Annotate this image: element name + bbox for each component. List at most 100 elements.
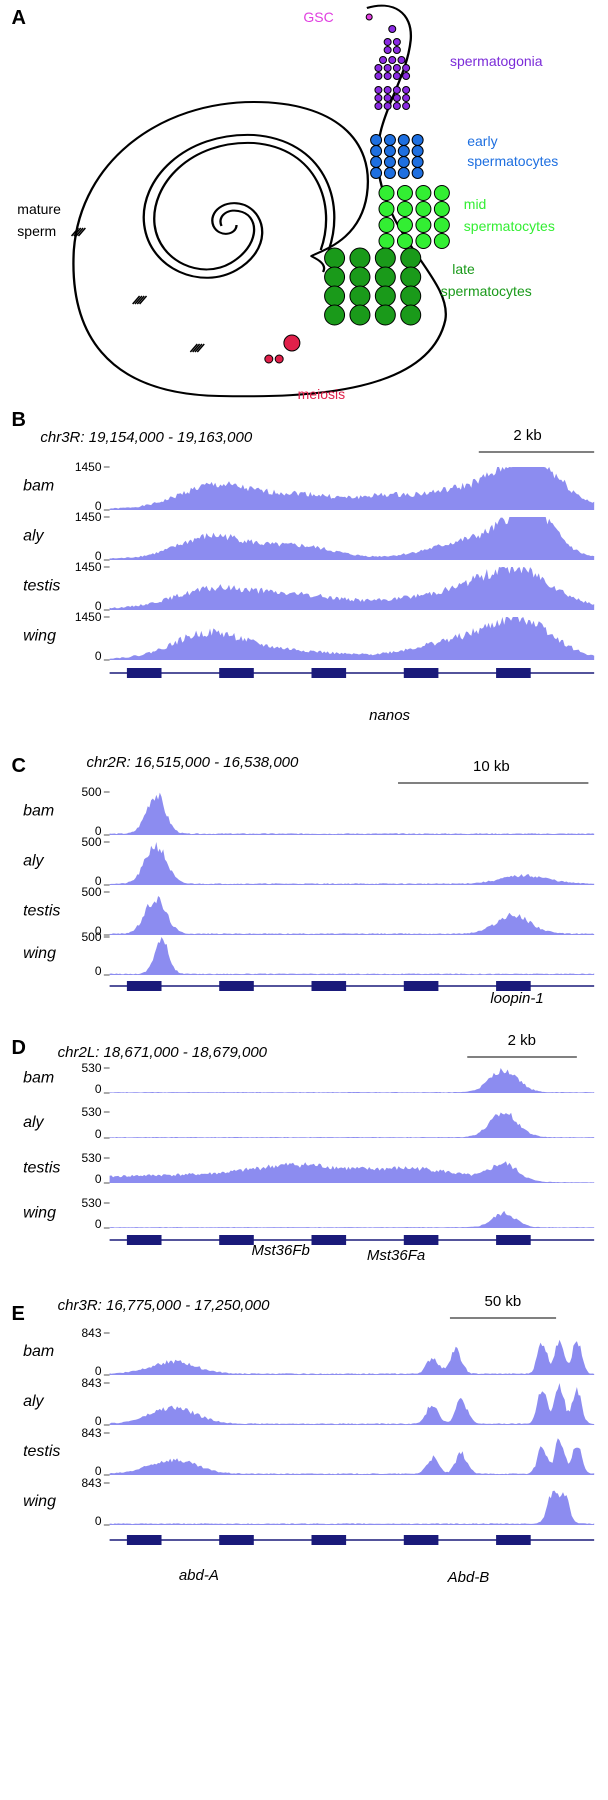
y-tick-label: 530 (81, 1105, 101, 1119)
cell (411, 134, 424, 146)
cell (324, 285, 346, 307)
gene-name: nanos (369, 707, 410, 724)
track-name: aly (23, 853, 44, 870)
cell (397, 56, 406, 64)
coverage (109, 1383, 595, 1425)
track-name: wing (23, 1205, 56, 1222)
track-name: testis (23, 1160, 60, 1177)
cell (400, 266, 422, 288)
coverage (109, 1068, 595, 1093)
gene-name: Abd-B (447, 1569, 490, 1586)
gene-name: abd-A (179, 1567, 219, 1584)
cell (374, 304, 396, 326)
cell (378, 217, 395, 233)
cell (400, 285, 422, 307)
cell (374, 285, 396, 307)
sperm (194, 343, 203, 353)
track-name: bam (23, 478, 54, 495)
cell (374, 94, 383, 102)
cell (388, 25, 397, 33)
cell (349, 304, 371, 326)
scale-label: 50 kb (485, 1293, 522, 1310)
y-tick-label: 0 (95, 964, 102, 978)
cell (397, 167, 410, 179)
coverage (109, 1438, 595, 1475)
y-tick-label: 843 (81, 1426, 101, 1440)
exon (496, 1535, 531, 1545)
cell (383, 167, 396, 179)
cell (415, 201, 432, 217)
y-tick-label: 1450 (75, 510, 102, 524)
y-tick-label: 0 (95, 824, 102, 838)
cell-label: mature (17, 201, 61, 217)
cell-label: meiosis (298, 386, 345, 402)
panel-label: B (12, 409, 26, 431)
coverage (109, 1210, 595, 1228)
y-tick-label: 0 (95, 649, 102, 663)
gene-name: Mst36Fb (252, 1242, 310, 1259)
cell (400, 247, 422, 269)
cell (378, 201, 395, 217)
y-tick-label: 0 (95, 1414, 102, 1428)
cell (396, 233, 413, 249)
coverage (109, 937, 595, 975)
y-tick-label: 530 (81, 1151, 101, 1165)
exon (126, 1235, 162, 1245)
y-tick-label: 0 (95, 1364, 102, 1378)
cell (379, 56, 388, 64)
cell (264, 354, 274, 364)
y-tick-label: 0 (95, 1127, 102, 1141)
exon (126, 1535, 162, 1545)
cell-label: mid (464, 196, 487, 212)
cell (370, 134, 383, 146)
sperm (189, 343, 198, 353)
cell (349, 247, 371, 269)
y-tick-label: 0 (95, 1082, 102, 1096)
exon (403, 668, 439, 678)
cell (374, 72, 383, 80)
cell (349, 285, 371, 307)
y-tick-label: 500 (81, 930, 101, 944)
coverage (109, 896, 595, 935)
sperm (196, 343, 205, 353)
scale-label: 2 kb (508, 1032, 536, 1049)
track-name: wing (23, 945, 56, 962)
cell-label: early (467, 133, 497, 149)
panel-label: C (12, 755, 26, 777)
cell (396, 217, 413, 233)
exon (126, 668, 162, 678)
region: chr2L: 18,671,000 - 18,679,000 (58, 1044, 268, 1061)
cell-label: spermatocytes (464, 218, 555, 234)
exon (311, 981, 347, 991)
cell-label: spermatocytes (467, 153, 558, 169)
spiral-inner (153, 141, 328, 271)
cell (433, 185, 450, 201)
cell (402, 86, 411, 94)
coverage (109, 1339, 595, 1375)
exon (311, 1235, 347, 1245)
sperm (136, 295, 145, 305)
exon (403, 1235, 439, 1245)
cell (383, 156, 396, 168)
track-name: bam (23, 1343, 54, 1360)
cell (433, 217, 450, 233)
exon (126, 981, 162, 991)
cell (324, 304, 346, 326)
y-tick-label: 0 (95, 1514, 102, 1528)
cell (374, 247, 396, 269)
y-tick-label: 0 (95, 874, 102, 888)
cell (392, 46, 401, 54)
y-tick-label: 843 (81, 1326, 101, 1340)
sperm (70, 227, 80, 237)
y-tick-label: 500 (81, 835, 101, 849)
cell (411, 145, 424, 157)
exon (219, 1535, 254, 1545)
sperm (132, 295, 141, 305)
exon (311, 668, 347, 678)
cell (392, 86, 401, 94)
track-name: aly (23, 1114, 44, 1131)
y-tick-label: 0 (95, 1464, 102, 1478)
gene-name: loopin-1 (490, 990, 543, 1007)
y-tick-label: 0 (95, 549, 102, 563)
